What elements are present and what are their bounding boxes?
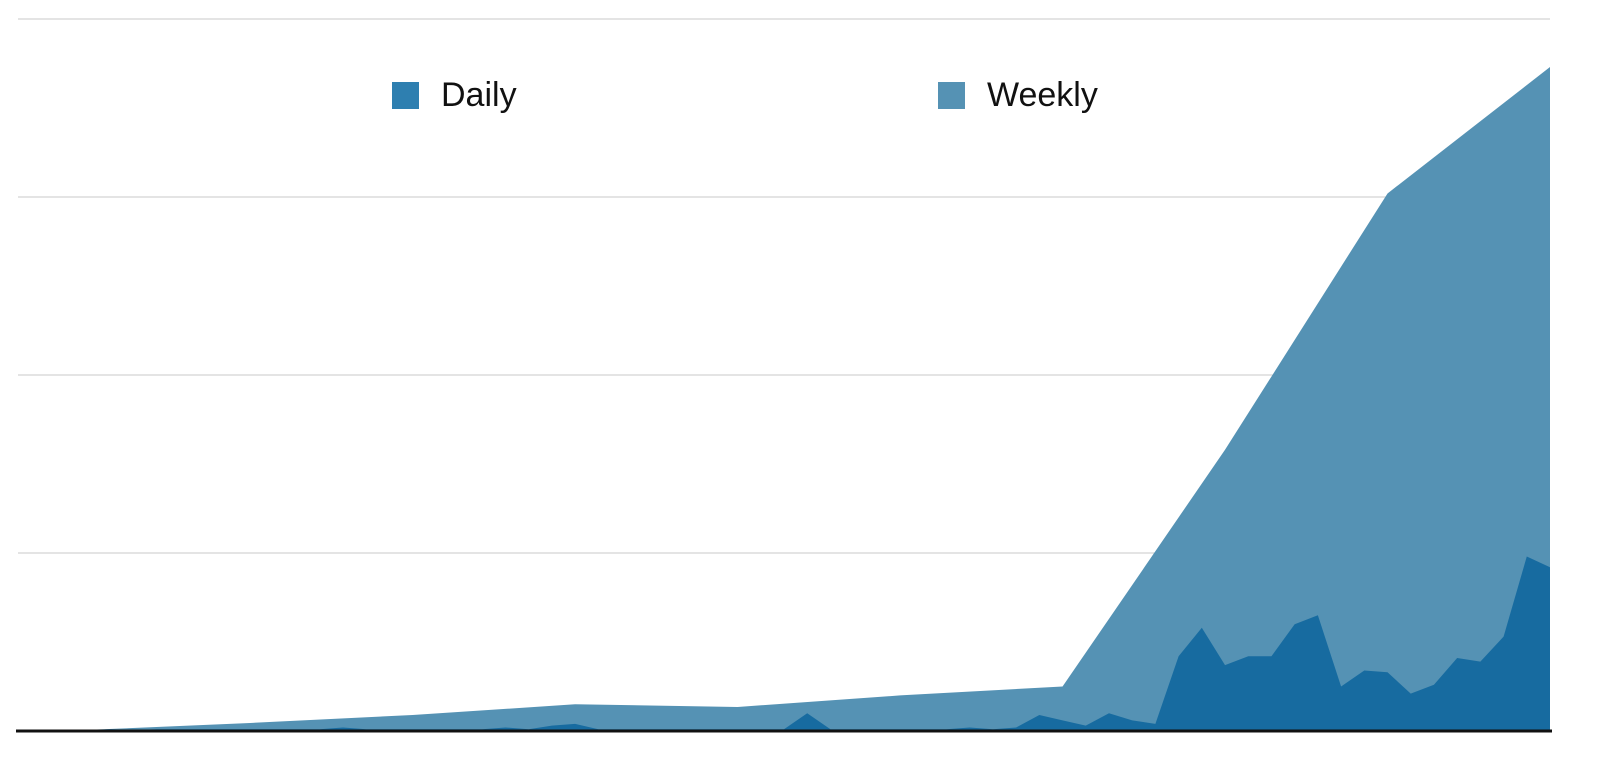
area bbox=[18, 556, 1550, 731]
area bbox=[18, 67, 1550, 731]
legend-swatch bbox=[392, 82, 419, 109]
legend-label: Daily bbox=[441, 76, 517, 114]
legend-label: Weekly bbox=[987, 76, 1098, 114]
legend-swatch bbox=[938, 82, 965, 109]
